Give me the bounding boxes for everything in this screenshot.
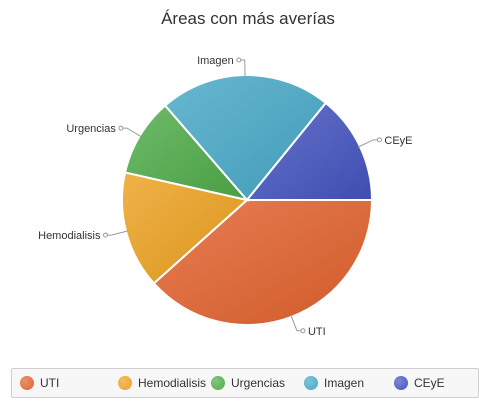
- pie-leaders: [102, 57, 382, 334]
- pie-slices: [121, 74, 374, 326]
- legend-label: Hemodialisis: [138, 376, 207, 390]
- leader-line: [357, 139, 380, 148]
- legend-item-ceye[interactable]: CEyE: [394, 369, 464, 397]
- slice-label: Urgencias: [66, 123, 116, 135]
- legend-swatch: [20, 376, 34, 390]
- leader-line: [105, 230, 129, 236]
- slice-label: CEyE: [384, 135, 412, 147]
- pie-chart: UTI Hemodialisis Urgencias Imagen CEyE: [38, 55, 412, 338]
- legend-swatch: [394, 376, 408, 390]
- pie-labels: UTI Hemodialisis Urgencias Imagen CEyE: [38, 55, 412, 338]
- leader-dot: [102, 232, 108, 238]
- legend-label: UTI: [40, 376, 60, 390]
- slice-label: Imagen: [197, 55, 234, 67]
- leader-line: [120, 127, 142, 138]
- chart-title: Áreas con más averías: [161, 9, 335, 28]
- leader-dot: [118, 125, 124, 131]
- legend-item-uti[interactable]: UTI: [20, 369, 118, 397]
- legend-item-imagen[interactable]: Imagen: [304, 369, 394, 397]
- leader-dot: [236, 57, 242, 63]
- legend-label: Imagen: [324, 376, 365, 390]
- legend-label: Urgencias: [231, 376, 286, 390]
- legend-swatch: [211, 376, 225, 390]
- legend-swatch: [118, 376, 132, 390]
- legend-item-urgencias[interactable]: Urgencias: [211, 369, 304, 397]
- leader-dot: [376, 137, 382, 143]
- legend-item-hemodialisis[interactable]: Hemodialisis: [118, 369, 211, 397]
- slice-label: Hemodialisis: [38, 230, 101, 242]
- slice-label: UTI: [308, 326, 326, 338]
- legend: UTI Hemodialisis Urgencias Imagen CEyE: [11, 368, 479, 398]
- legend-label: CEyE: [414, 376, 445, 390]
- leader-dot: [300, 328, 306, 334]
- legend-swatch: [304, 376, 318, 390]
